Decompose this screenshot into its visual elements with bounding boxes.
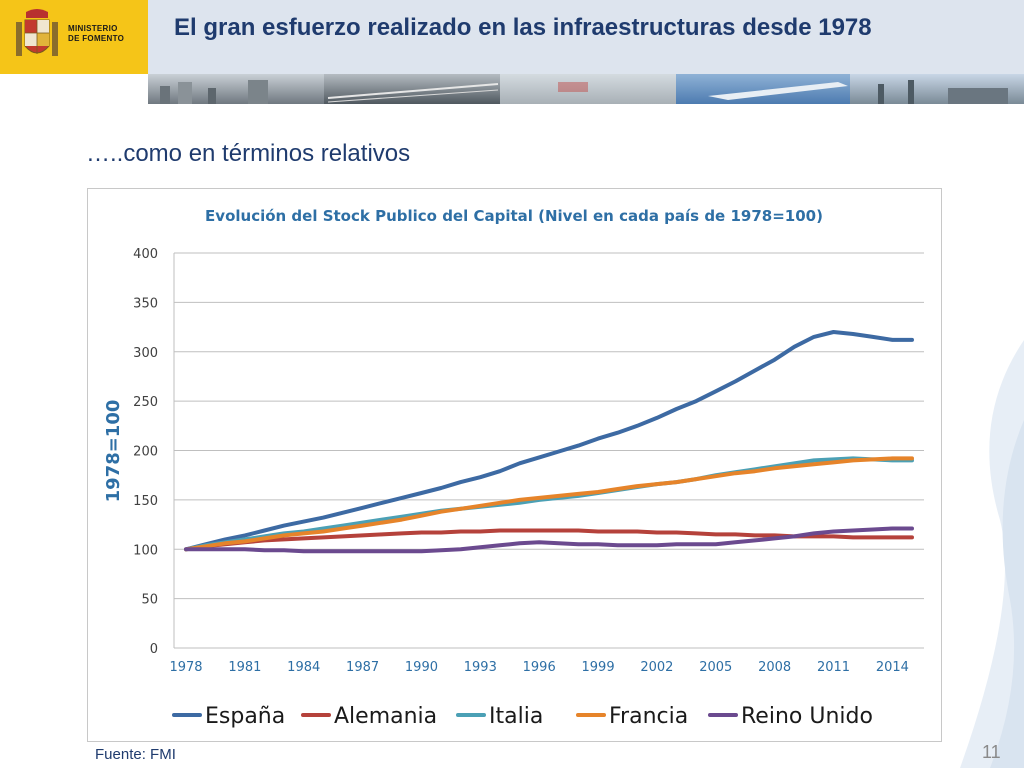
decorative-waves (960, 340, 1024, 768)
ministry-logo-block: MINISTERIO DE FOMENTO (0, 0, 148, 74)
y-tick-label: 100 (133, 543, 158, 558)
legend-label: Reino Unido (741, 704, 873, 729)
x-tick-label: 1984 (287, 660, 320, 675)
ministry-line-2: DE FOMENTO (68, 34, 125, 43)
x-tick-label: 2011 (817, 660, 850, 675)
y-tick-label: 250 (133, 395, 158, 410)
x-tick-label: 1990 (405, 660, 438, 675)
ministry-name: MINISTERIO DE FOMENTO (68, 24, 124, 44)
coat-of-arms-icon (16, 9, 58, 56)
line-chart: Evolución del Stock Publico del Capital … (103, 207, 924, 729)
y-tick-label: 400 (133, 247, 158, 262)
series-line-reino-unido (184, 526, 914, 554)
x-tick-label: 1981 (228, 660, 261, 675)
legend-label: Francia (609, 704, 688, 729)
chart-frame: Evolución del Stock Publico del Capital … (87, 188, 942, 742)
page-title: El gran esfuerzo realizado en las infrae… (174, 14, 872, 41)
header-title-bar (148, 0, 1024, 74)
x-tick-label: 1999 (582, 660, 615, 675)
x-tick-label: 2014 (876, 660, 909, 675)
legend: España Alemania Italia Francia Reino Unido (172, 704, 873, 729)
legend-item: Francia (576, 704, 688, 729)
legend-item: Reino Unido (708, 704, 873, 729)
x-tick-labels: 1978 1981 1984 1987 1990 1993 1996 1999 2002 2005… (169, 660, 908, 675)
legend-item: Italia (456, 704, 543, 729)
series-line-francia (184, 456, 914, 552)
legend-label: Alemania (334, 704, 437, 729)
x-tick-label: 1978 (169, 660, 202, 675)
y-tick-labels: 0 50 100 150 200 250 300 350 400 (133, 247, 158, 657)
chart-title: Evolución del Stock Publico del Capital … (205, 207, 823, 225)
y-tick-label: 150 (133, 494, 158, 509)
series-lines (184, 330, 914, 554)
y-tick-label: 350 (133, 296, 158, 311)
x-tick-label: 2005 (699, 660, 732, 675)
gridlines (173, 252, 924, 649)
legend-label: España (205, 704, 285, 729)
x-tick-label: 2002 (640, 660, 673, 675)
page-number: 11 (982, 742, 1001, 762)
header-photo-strip (148, 74, 1024, 104)
ministry-line-1: MINISTERIO (68, 24, 118, 33)
y-tick-label: 200 (133, 445, 158, 460)
x-tick-label: 1996 (523, 660, 556, 675)
source-note: Fuente: FMI (95, 746, 176, 763)
series-line-espana (184, 330, 914, 552)
legend-label: Italia (489, 704, 543, 729)
legend-item: España (172, 704, 285, 729)
y-tick-label: 50 (141, 593, 158, 608)
x-tick-label: 1993 (464, 660, 497, 675)
slide-subtitle: …..como en términos relativos (86, 140, 411, 167)
x-tick-label: 1987 (346, 660, 379, 675)
y-tick-label: 300 (133, 346, 158, 361)
legend-item: Alemania (301, 704, 437, 729)
x-tick-label: 2008 (758, 660, 791, 675)
y-tick-label: 0 (150, 642, 158, 657)
y-axis-label: 1978=100 (103, 400, 124, 503)
